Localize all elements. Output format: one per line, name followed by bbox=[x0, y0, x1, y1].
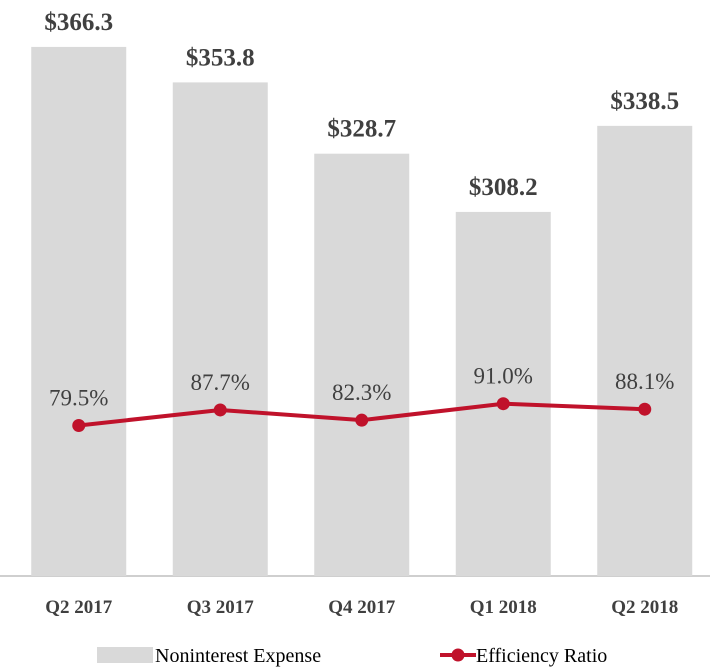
line-point bbox=[638, 402, 652, 416]
line-point bbox=[213, 403, 227, 417]
bar bbox=[455, 211, 551, 577]
line-value-label: 88.1% bbox=[615, 369, 674, 394]
line-value-label: 87.7% bbox=[191, 370, 250, 395]
line-value-label: 79.5% bbox=[49, 385, 108, 410]
line-value-label: 82.3% bbox=[332, 380, 391, 405]
x-tick-label: Q1 2018 bbox=[470, 597, 537, 618]
x-tick-label: Q3 2017 bbox=[187, 597, 255, 618]
bar-value-label: $366.3 bbox=[44, 9, 113, 36]
line-point bbox=[72, 418, 86, 432]
bar bbox=[597, 125, 693, 577]
bar-value-label: $308.2 bbox=[469, 174, 538, 201]
legend-label: Efficiency Ratio bbox=[476, 645, 607, 667]
line-point bbox=[355, 413, 369, 427]
legend-label: Noninterest Expense bbox=[155, 645, 321, 667]
bar-value-label: $353.8 bbox=[186, 44, 255, 71]
bar bbox=[314, 153, 410, 576]
bar-value-label: $328.7 bbox=[327, 116, 396, 143]
bar-value-label: $338.5 bbox=[610, 88, 679, 115]
legend-swatch bbox=[451, 648, 465, 662]
line-point bbox=[496, 397, 510, 411]
bar bbox=[172, 82, 268, 577]
legend-swatch bbox=[97, 647, 153, 663]
line-value-label: 91.0% bbox=[474, 364, 533, 389]
x-tick-label: Q4 2017 bbox=[328, 597, 396, 618]
bar bbox=[31, 46, 127, 576]
x-tick-label: Q2 2018 bbox=[611, 597, 678, 618]
x-tick-label: Q2 2017 bbox=[45, 597, 113, 618]
